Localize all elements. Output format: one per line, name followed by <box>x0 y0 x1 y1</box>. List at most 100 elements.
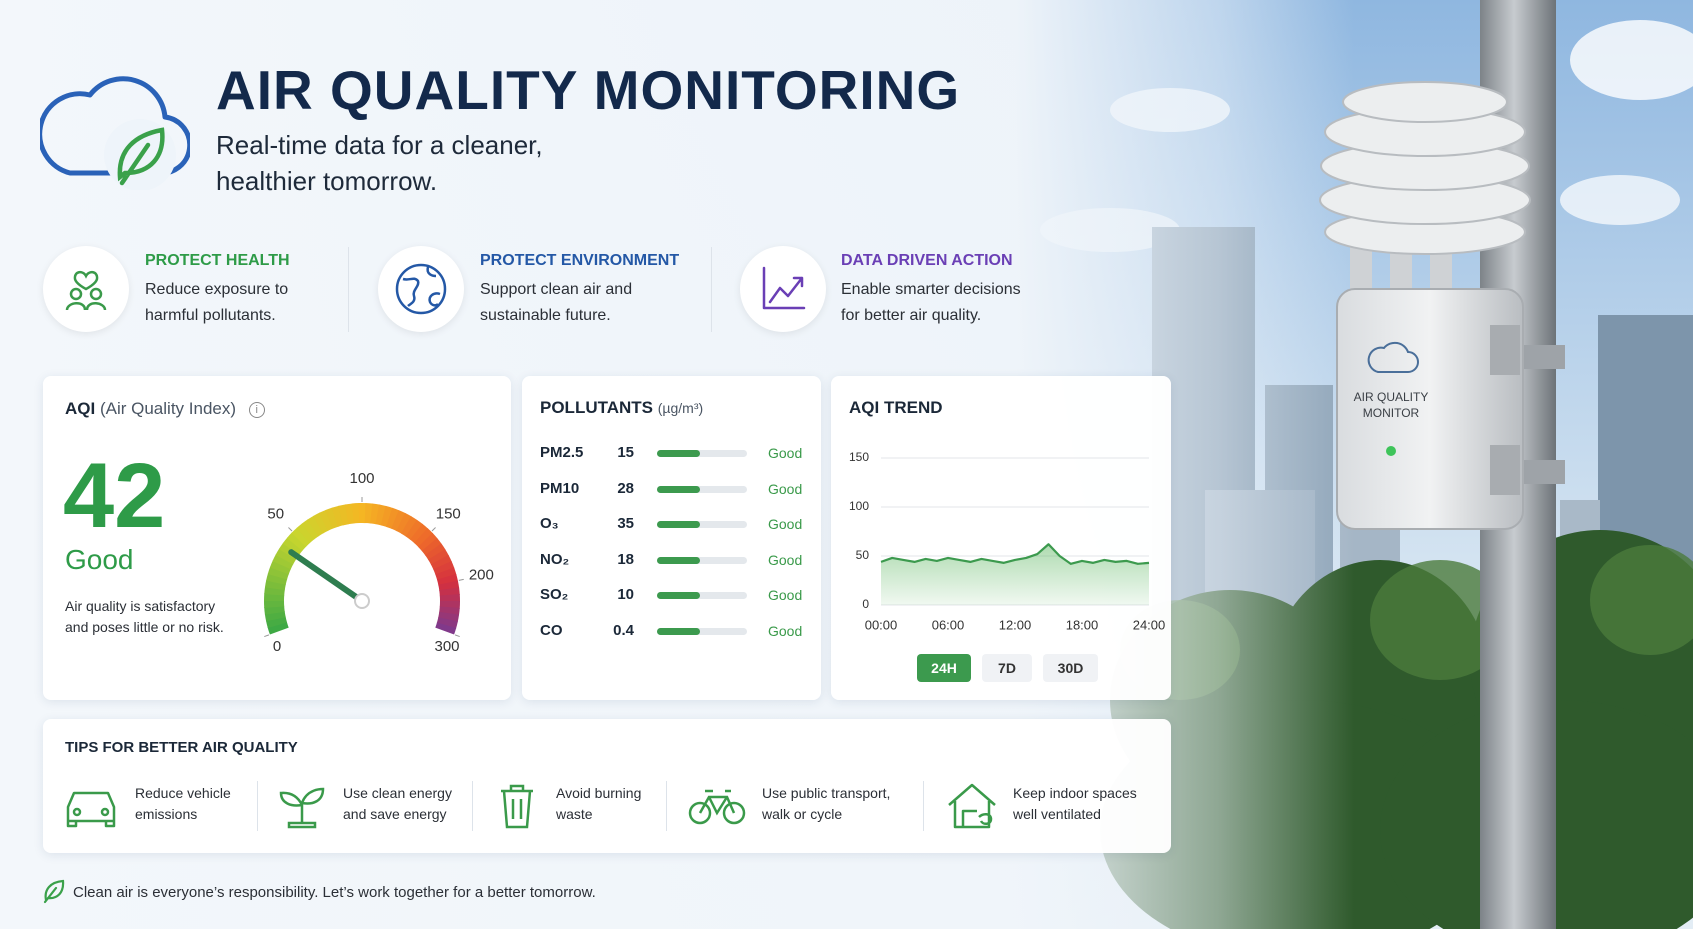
gauge-arc <box>269 560 292 575</box>
trend-area <box>881 544 1149 605</box>
feature-icon <box>740 246 826 332</box>
range-button[interactable]: 7D <box>982 654 1032 682</box>
gauge-tick <box>288 527 293 532</box>
gauge-arc <box>286 532 307 551</box>
gauge-tick <box>431 527 436 532</box>
level-track <box>657 450 747 457</box>
gauge-arc <box>375 504 387 526</box>
gauge-tick <box>264 634 270 638</box>
gauge-arc <box>266 573 288 585</box>
device-label: MONITOR <box>1363 406 1420 420</box>
pollutant-value: 18 <box>617 550 634 568</box>
tip-icon <box>66 791 116 828</box>
aqi-value: 42 <box>63 445 166 547</box>
gauge-arc <box>430 554 452 570</box>
gauge-arc <box>264 611 286 622</box>
gauge-arc <box>400 516 418 537</box>
gauge-arc <box>438 580 460 591</box>
gauge-label: 300 <box>434 638 459 655</box>
gauge-arc <box>325 507 339 529</box>
gauge-arc <box>428 549 449 566</box>
trend-card: AQI TREND 0 50 100 150 00:00 06:00 12:00 18:00 2… <box>831 376 1171 700</box>
gauge-arc <box>272 554 294 570</box>
footer-text: Clean air is everyone’s responsibility. … <box>73 884 596 901</box>
gauge-arc <box>386 507 400 529</box>
gauge-arc <box>301 519 320 540</box>
pollutant-status: Good <box>768 516 803 533</box>
pollutant-value: 35 <box>617 515 634 533</box>
aqi-description: and poses little or no risk. <box>65 619 224 635</box>
feature-text: Support clean air and <box>480 281 633 298</box>
gauge-tick <box>454 634 460 638</box>
range-button[interactable]: 24H <box>917 654 971 682</box>
feature-icon <box>378 246 464 332</box>
gauge-arc <box>265 616 288 629</box>
tip-icon <box>279 787 325 829</box>
gauge-arc <box>418 532 438 552</box>
level-track <box>657 521 747 529</box>
pollutant-value: 10 <box>617 586 634 604</box>
level-track <box>657 592 747 600</box>
gauge-arc <box>344 503 355 525</box>
pollutant-status: Good <box>768 480 803 497</box>
level-bar <box>657 628 701 635</box>
trend-line <box>880 543 1150 565</box>
gauge-arc <box>267 621 289 635</box>
tip-icon <box>948 783 996 829</box>
feature-text: for better air quality. <box>841 307 982 324</box>
unit: (µg/m³) <box>657 400 704 416</box>
x-tick-label: 24:00 <box>1133 617 1166 632</box>
gauge-arc <box>396 512 412 534</box>
tip-icon <box>501 784 533 829</box>
tip-text: waste <box>556 806 593 822</box>
pollutant-name: O₃ <box>540 515 559 533</box>
gauge-arc <box>338 504 350 526</box>
tip-text: Use public transport, <box>762 785 891 801</box>
gauge-arc <box>435 567 457 581</box>
level-track <box>657 628 747 635</box>
tip-text: walk or cycle <box>762 806 843 822</box>
y-tick-label: 150 <box>849 450 869 464</box>
gauge-arc <box>435 622 457 635</box>
card-title: TIPS FOR BETTER AIR QUALITY <box>65 739 298 756</box>
subtitle: healthier tomorrow. <box>216 166 438 196</box>
card-title: AQI TREND <box>849 398 943 417</box>
x-tick-label: 12:00 <box>999 617 1032 632</box>
info-icon[interactable]: i <box>248 401 265 418</box>
card-title: POLLUTANTS <box>540 398 654 417</box>
range-button[interactable]: 30D <box>1043 654 1098 682</box>
pollutant-name: NO₂ <box>540 550 570 568</box>
level-track <box>657 485 747 493</box>
feature-title: PROTECT HEALTH <box>145 252 290 269</box>
level-bar <box>657 592 701 600</box>
gauge-arc <box>380 505 394 528</box>
pollutant-value: 28 <box>617 479 634 497</box>
tip-text: Use clean energy <box>343 785 452 801</box>
feature-text: harmful pollutants. <box>145 307 276 324</box>
feature-text: Reduce exposure to <box>145 281 289 298</box>
level-bar <box>657 556 701 564</box>
gauge-arc <box>296 523 315 544</box>
gauge-arc <box>282 537 303 556</box>
gauge-arc <box>291 527 311 547</box>
gauge-arc <box>436 573 459 586</box>
gauge-arc <box>370 503 380 525</box>
gauge-arc <box>267 566 289 580</box>
feature-text: Enable smarter decisions <box>841 281 1021 298</box>
device-label: AIR QUALITY <box>1354 390 1429 404</box>
gauge-label: 150 <box>436 506 461 523</box>
gauge-arc <box>264 586 285 596</box>
level-track <box>657 556 747 564</box>
feature-icon <box>43 246 129 332</box>
gauge-arc <box>307 515 324 537</box>
gauge-arc <box>264 605 285 615</box>
gauge-tick <box>458 578 464 581</box>
pollutant-name: PM2.5 <box>540 444 584 461</box>
pollutant-status: Good <box>768 445 803 461</box>
level-bar <box>657 450 701 457</box>
divider <box>711 247 712 332</box>
gauge-arc <box>438 611 460 623</box>
gauge-arc <box>421 538 442 556</box>
gauge-arc <box>436 617 458 629</box>
